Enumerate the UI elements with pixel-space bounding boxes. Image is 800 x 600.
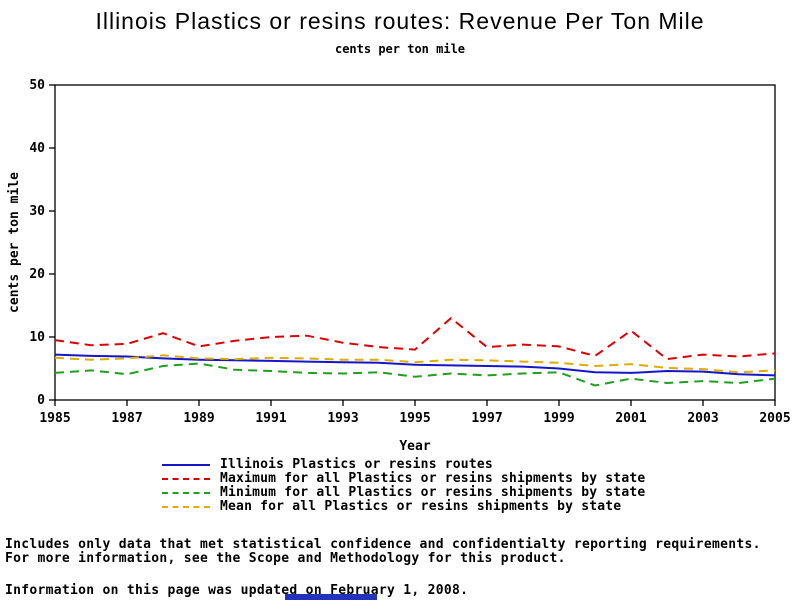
legend-label: Minimum for all Plastics or resins shipm… bbox=[220, 485, 646, 500]
legend-line-sample-illinois bbox=[162, 463, 210, 466]
svg-text:10: 10 bbox=[29, 330, 45, 345]
svg-text:1993: 1993 bbox=[327, 411, 358, 426]
x-axis-label: Year bbox=[399, 439, 430, 454]
legend-label: Illinois Plastics or resins routes bbox=[220, 457, 493, 472]
series-line-2 bbox=[54, 362, 776, 387]
footnote-line-2: For more information, see the Scope and … bbox=[5, 551, 566, 566]
updated-date-text: Information on this page was updated on … bbox=[5, 583, 469, 598]
svg-text:1991: 1991 bbox=[255, 411, 286, 426]
svg-text:1997: 1997 bbox=[471, 411, 502, 426]
svg-text:50: 50 bbox=[29, 78, 45, 93]
svg-text:1985: 1985 bbox=[39, 411, 70, 426]
svg-text:20: 20 bbox=[29, 267, 45, 282]
svg-text:1987: 1987 bbox=[111, 411, 142, 426]
legend-item: Illinois Plastics or resins routes bbox=[162, 457, 645, 472]
legend-item: Minimum for all Plastics or resins shipm… bbox=[162, 485, 646, 500]
svg-text:1995: 1995 bbox=[399, 411, 430, 426]
svg-text:2005: 2005 bbox=[759, 411, 790, 426]
series-line-1 bbox=[54, 316, 776, 361]
legend-item: Mean for all Plastics or resins shipment… bbox=[162, 499, 645, 514]
legend-label: Maximum for all Plastics or resins shipm… bbox=[220, 471, 646, 486]
y-axis-label: cents per ton mile bbox=[7, 172, 22, 313]
footnote-line-1: Includes only data that met statistical … bbox=[5, 537, 761, 552]
revenue-per-ton-mile-chart: 0 10 20 30 40 50 1985 1987 1989 1991 1993 1995 1997 1… bbox=[7, 78, 791, 454]
svg-text:1999: 1999 bbox=[543, 411, 574, 426]
svg-text:2003: 2003 bbox=[687, 411, 718, 426]
series-line-0 bbox=[54, 353, 776, 377]
svg-text:1989: 1989 bbox=[183, 411, 214, 426]
chart-legend: Illinois Plastics or resins routes Maxim… bbox=[162, 457, 646, 514]
series-line-3 bbox=[54, 354, 776, 374]
footnote-text: Includes only data that met statistical … bbox=[5, 538, 761, 566]
legend-item: Maximum for all Plastics or resins shipm… bbox=[162, 471, 646, 486]
legend-line-sample-mean bbox=[162, 505, 210, 508]
svg-text:0: 0 bbox=[37, 393, 45, 408]
page-subtitle: cents per ton mile bbox=[334, 42, 466, 56]
bottom-blue-bar bbox=[285, 594, 377, 600]
svg-text:40: 40 bbox=[29, 141, 45, 156]
plot-frame bbox=[54, 84, 776, 401]
svg-text:30: 30 bbox=[29, 204, 45, 219]
legend-label: Mean for all Plastics or resins shipment… bbox=[220, 499, 622, 514]
page-title: Illinois Plastics or resins routes: Reve… bbox=[95, 8, 705, 34]
legend-line-sample-maximum bbox=[162, 477, 210, 480]
legend-line-sample-minimum bbox=[162, 491, 210, 494]
svg-text:2001: 2001 bbox=[615, 411, 646, 426]
